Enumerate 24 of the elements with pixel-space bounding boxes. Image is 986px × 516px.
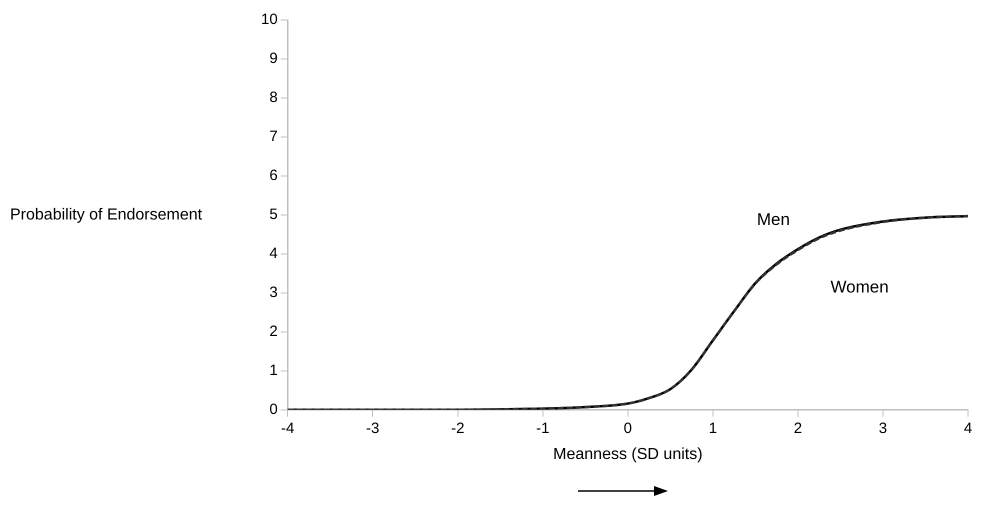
x-tick-label: 1 [708,420,718,437]
x-axis-title: Meanness (SD units) [553,446,703,463]
x-tick-label: -4 [281,420,294,437]
y-tick-label: 5 [269,206,278,224]
x-tick-label: 2 [794,420,802,437]
x-tick-label: -1 [536,420,550,437]
y-tick-label: 2 [269,322,278,340]
x-tick-label: 3 [878,420,888,437]
y-tick-label: 0 [269,400,278,418]
series-label: Men [756,210,790,230]
y-tick-label: 6 [269,167,278,184]
y-tick-label: 8 [269,89,278,106]
x-tick-label: 4 [964,420,972,437]
x-tick-label: -2 [451,420,464,437]
y-tick-label: 1 [269,362,278,379]
text: Women [830,277,889,296]
y-tick-label: 10 [260,11,278,28]
x-tick-label: -3 [366,420,380,437]
y-tick-label: 4 [269,245,278,262]
y-axis-title: Probability of Endorsement [10,206,203,224]
y-tick-label: 9 [269,50,278,68]
x-tick-label: 0 [624,420,632,437]
y-tick-label: 7 [269,128,278,146]
y-tick-label: 3 [269,284,278,301]
